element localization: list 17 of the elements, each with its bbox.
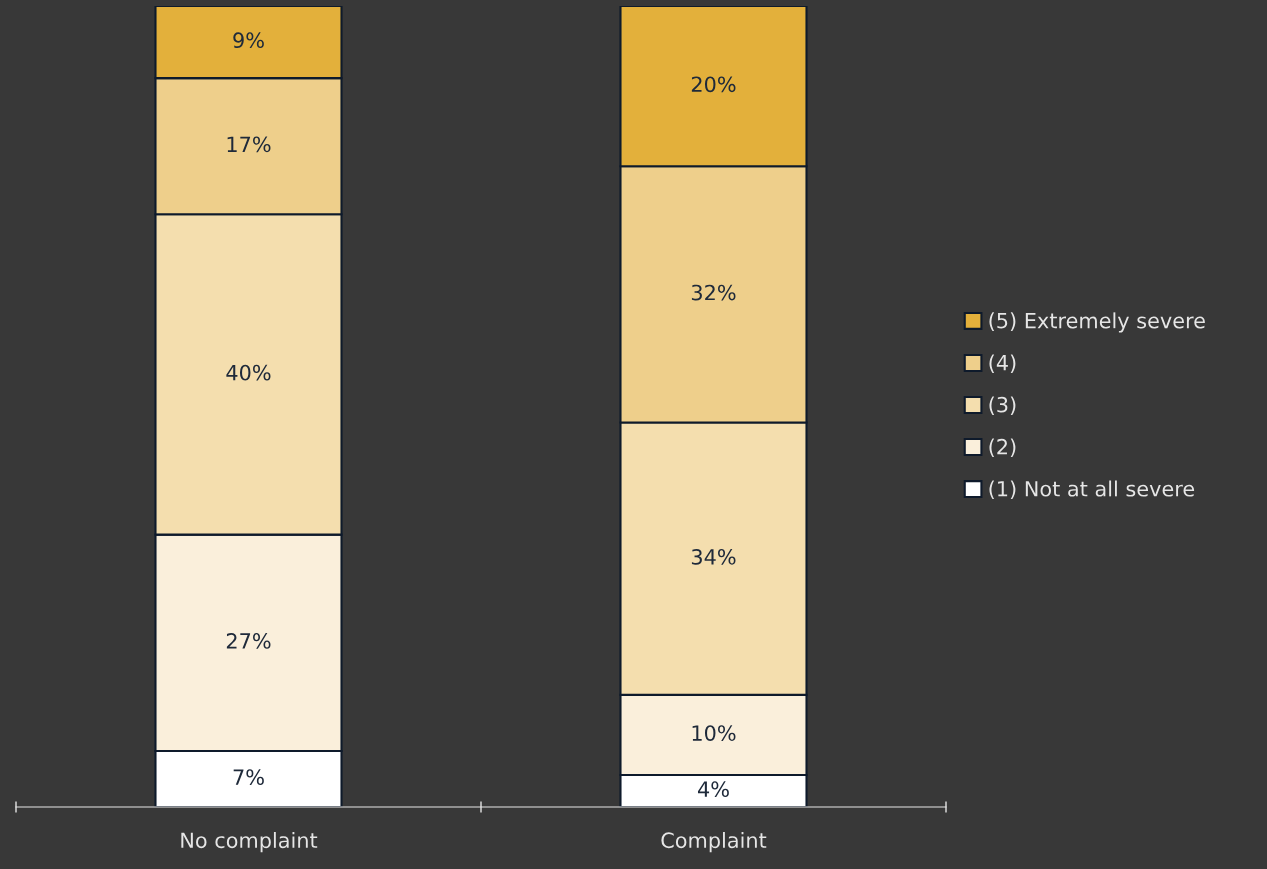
data-label: 10% <box>692 725 736 741</box>
data-label: 34% <box>691 548 736 565</box>
data-label: 32% <box>691 284 736 301</box>
data-label: 40% <box>226 364 271 381</box>
x-tick-label: No complaint <box>181 832 318 853</box>
data-label: 7% <box>233 769 264 786</box>
legend-label: (5) Extremely severe <box>989 312 1205 333</box>
legend-label: (4) <box>989 354 1016 373</box>
data-label: 20% <box>691 76 736 93</box>
data-label: 17% <box>227 136 271 153</box>
legend-label: (3) <box>989 396 1016 415</box>
legend-label: (1) Not at all severe <box>989 480 1195 500</box>
data-label: 4% <box>697 781 729 798</box>
x-tick-label: Complaint <box>661 832 767 853</box>
data-label: 27% <box>226 633 271 649</box>
data-label: 9% <box>233 32 264 49</box>
legend-label: (2) <box>989 438 1016 458</box>
